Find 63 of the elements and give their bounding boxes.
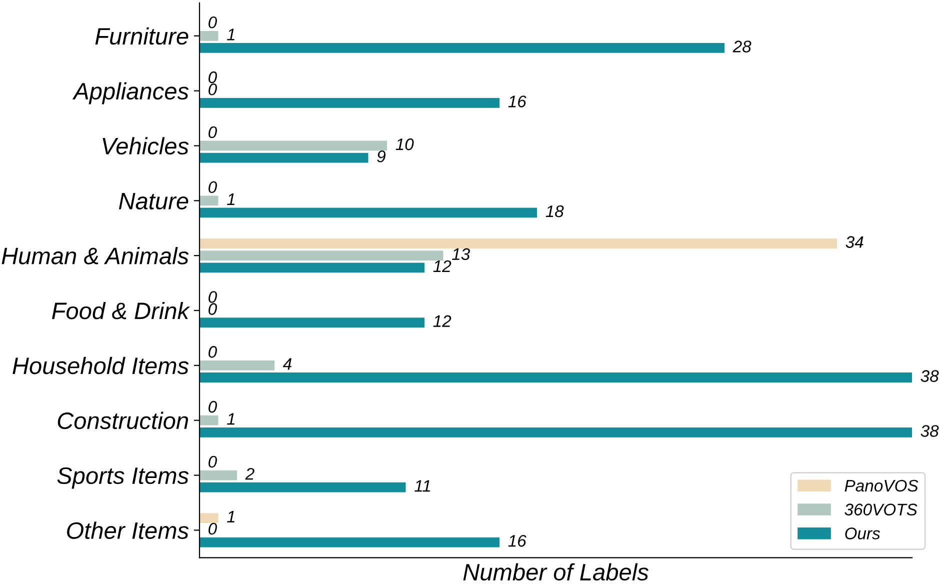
- y-tick-label: Vehicles: [102, 137, 189, 155]
- bar: [200, 262, 424, 273]
- data-label: 28: [732, 40, 752, 52]
- data-label: 9: [377, 150, 386, 162]
- bar: [200, 372, 912, 382]
- x-axis-title: Number of Labels: [463, 563, 648, 581]
- y-tick-label: Other Items: [67, 522, 189, 539]
- bar: [200, 513, 218, 524]
- data-label: 0: [208, 71, 217, 84]
- bar: [200, 140, 387, 151]
- data-label: 1: [227, 510, 234, 522]
- bar: [200, 318, 424, 328]
- legend-label: PanoVOS: [844, 480, 918, 492]
- bar: [200, 482, 406, 492]
- data-label: 11: [414, 480, 430, 492]
- data-label: 0: [208, 181, 217, 194]
- legend-label: 360VOTS: [844, 504, 918, 516]
- bar: [200, 427, 912, 438]
- bar: [200, 250, 444, 261]
- y-tick-label: Sports Items: [57, 467, 189, 489]
- data-label: 0: [208, 456, 217, 468]
- data-label: 1: [227, 28, 234, 40]
- data-label: 12: [433, 260, 452, 272]
- data-label: 2: [245, 468, 254, 480]
- data-label: 1: [227, 194, 234, 205]
- y-tick-label: Household Items: [12, 356, 189, 374]
- bar: [200, 208, 537, 218]
- bar: [200, 238, 837, 248]
- data-label: 0: [208, 346, 217, 358]
- y-tick-label: Human & Animals: [2, 247, 189, 264]
- data-label: 38: [920, 370, 939, 382]
- bar: [200, 537, 500, 548]
- y-tick-label: Furniture: [95, 27, 188, 45]
- data-label: 18: [546, 205, 564, 218]
- bar: [200, 415, 218, 426]
- data-label: 16: [508, 534, 526, 547]
- bar: [200, 196, 218, 206]
- data-label: 4: [282, 358, 292, 370]
- y-tick-label: Appliances: [72, 82, 189, 104]
- bar: [200, 152, 368, 163]
- bar: [200, 43, 724, 53]
- data-label: 0: [208, 291, 217, 303]
- data-label: 0: [208, 400, 217, 413]
- data-label: 0: [208, 126, 217, 138]
- bar: [200, 360, 274, 370]
- data-label: 0: [208, 303, 217, 315]
- bar: [200, 98, 500, 108]
- y-tick-label: Food & Drink: [52, 302, 190, 320]
- data-label: 10: [396, 138, 414, 150]
- data-label: 1: [227, 413, 234, 425]
- bar: [200, 470, 237, 480]
- y-tick-label: Construction: [58, 412, 188, 430]
- data-label: 16: [508, 96, 526, 108]
- data-label: 0: [208, 16, 217, 28]
- bar: [200, 30, 218, 41]
- data-label: 0: [208, 522, 217, 535]
- y-tick-label: Nature: [118, 192, 188, 210]
- data-label: 34: [846, 236, 864, 248]
- data-label: 0: [208, 83, 217, 96]
- legend-label: Ours: [845, 528, 880, 540]
- data-label: 38: [920, 425, 939, 437]
- data-label: 12: [433, 315, 452, 327]
- data-label: 13: [452, 248, 470, 260]
